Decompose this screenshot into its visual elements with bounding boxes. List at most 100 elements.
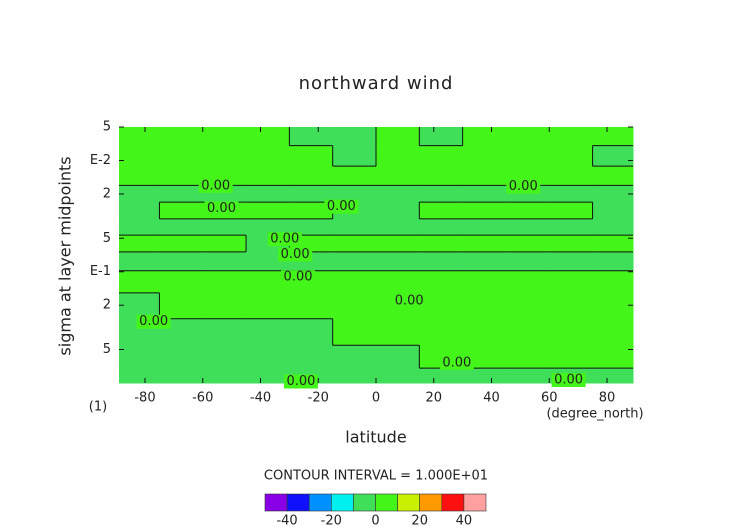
field-cell [159,251,204,272]
field-cell [549,318,594,346]
field-cell [462,218,507,236]
field-cell [159,345,204,369]
field-cell [289,218,334,236]
x-tick-label: 60 [541,391,558,406]
field-cell [462,235,507,253]
field-cell [376,166,420,186]
field-cell [419,145,464,167]
field-cell [376,218,420,236]
contour-label: 0.00 [284,270,313,285]
field-cell [462,270,507,294]
field-cell [505,270,550,294]
colorbar-box [419,493,443,512]
colorbar-label: 0 [371,514,379,529]
colorbar-box [463,493,487,512]
field-cell [376,368,420,384]
field-cell [119,270,160,294]
field-cell [462,292,507,320]
field-cell [246,368,290,384]
field-cell [202,345,247,369]
contour-label: 0.00 [281,247,310,262]
x-tick-label: 20 [425,391,442,406]
colorbar-box [330,493,354,512]
field-cell [376,235,420,253]
y-tick-label: 5 [103,231,111,246]
colorbar-label: -20 [321,514,342,529]
contour-label-bg [136,314,171,329]
y-tick-label: 5 [103,120,111,135]
field-cell [246,270,290,294]
field-cell [549,185,594,203]
field-cell [462,368,507,384]
field-cell [505,292,550,320]
field-cell [505,145,550,167]
y-units: (1) [89,400,107,415]
field-cell [592,345,634,369]
contour-label: 0.00 [270,232,299,247]
colorbar-label: 40 [456,514,473,529]
field-cell [592,235,634,253]
field-cell [462,127,507,147]
field-cell [419,127,464,147]
field-cell [289,202,334,220]
field-cell [202,235,247,253]
colorbar-box [353,493,376,512]
field-cell [289,166,334,186]
field-cell [119,127,160,147]
field-cell [119,235,160,253]
field-cell [462,318,507,346]
field-cell [549,202,594,220]
colorbar-box [375,493,398,512]
field-cell [549,292,594,320]
field-cell [332,345,377,369]
field-cell [202,292,247,320]
field-cell [289,345,334,369]
field-cell [376,318,420,346]
field-cell [246,345,290,369]
field-cell [246,202,290,220]
field-cell [376,145,420,167]
x-tick-label: -40 [250,391,271,406]
field-cell [549,218,594,236]
field-cell [419,185,464,203]
x-tick-label: 80 [599,391,616,406]
field-cell [505,345,550,369]
contour-label-bg [506,179,541,194]
field-cell [592,145,634,167]
colorbar-box [286,493,310,512]
field-cell [159,218,204,236]
y-tick-label: 5 [103,342,111,357]
field-cell [592,166,634,186]
contour-label: 0.00 [207,201,236,216]
field-cell [462,185,507,203]
field-cell [159,368,204,384]
field-cell [202,270,247,294]
field-cell [549,270,594,294]
field-cell [419,368,464,384]
field-cell [376,127,420,147]
field-cell [332,218,377,236]
contour-interval: CONTOUR INTERVAL = 1.000E+01 [264,469,488,484]
field-cell [505,368,550,384]
field-cell [202,318,247,346]
colorbar-box [397,493,421,512]
x-tick-label: -80 [134,391,155,406]
field-cell [376,185,420,203]
field-cell [419,251,464,272]
field-cell [332,145,377,167]
contour-label: 0.00 [139,314,168,329]
field-cell [462,145,507,167]
field-cell [202,145,247,167]
contour-label-bg [392,294,427,309]
field-cell [159,145,204,167]
contour-label: 0.00 [286,374,315,389]
field-cell [246,166,290,186]
x-tick-label: -60 [192,391,213,406]
field-cell [119,166,160,186]
field-cell [119,368,160,384]
field-cell [592,292,634,320]
field-cell [289,185,334,203]
field-cell [202,127,247,147]
field-cell [592,270,634,294]
field-cell [202,218,247,236]
